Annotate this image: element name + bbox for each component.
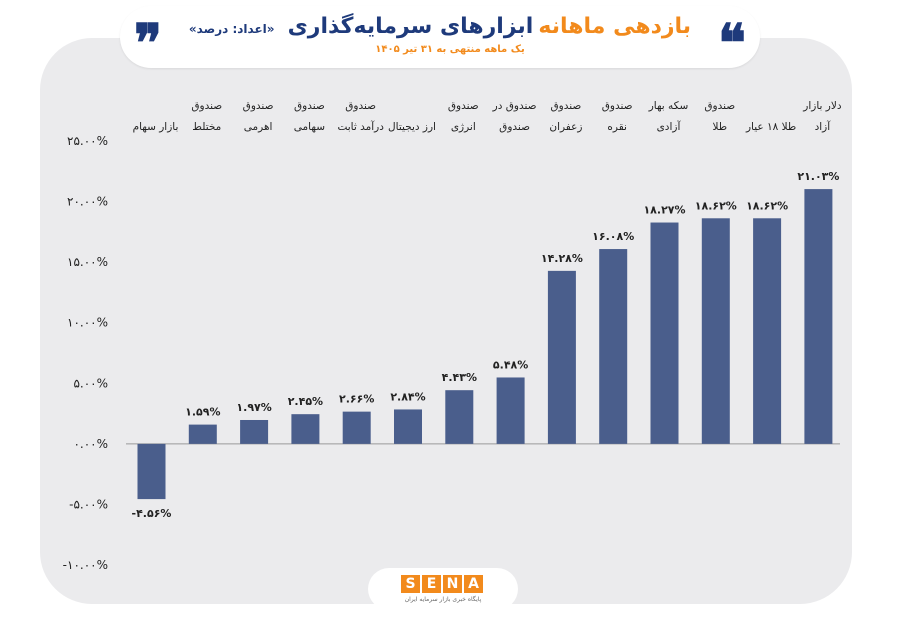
category-label: انرژی — [451, 121, 476, 133]
bar — [804, 189, 833, 444]
category-label: صندوق در — [492, 100, 537, 112]
logo-letter: A — [464, 575, 483, 593]
quote-open-icon: ❞ — [134, 13, 162, 74]
logo-tagline: پایگاه خبری بازار سرمایه ایران — [404, 596, 482, 603]
sena-logo: S E N A — [401, 575, 483, 593]
category-label: دلار بازار — [802, 100, 842, 112]
data-label: ۱۸.۶۲% — [695, 199, 737, 212]
category-label: مختلط — [192, 121, 221, 133]
data-label: ۱۸.۶۲% — [746, 199, 788, 212]
y-tick-label: ۰.۰۰% — [73, 437, 108, 451]
y-tick-label: ۱۵.۰۰% — [67, 255, 108, 269]
bar — [496, 377, 525, 444]
data-label: ۲.۴۵% — [288, 395, 323, 408]
category-label: صندوق — [704, 100, 735, 112]
category-label: نقره — [607, 121, 627, 133]
logo-letter: N — [443, 575, 462, 593]
y-tick-label: ۲۵.۰۰% — [67, 134, 108, 148]
category-label: صندوق — [550, 100, 581, 112]
data-label: ۱۶.۰۸% — [592, 230, 634, 243]
data-label: ۲.۶۶% — [339, 393, 374, 406]
chart-title: بازدهی ماهانه ابزارهای سرمایه‌گذاری «اعد… — [120, 14, 760, 39]
bar — [650, 222, 679, 444]
category-label: صندوق — [294, 100, 325, 112]
quote-close-icon: ❝ — [718, 13, 746, 74]
category-label: طلا ۱۸ عیار — [745, 121, 796, 133]
bar — [342, 411, 371, 444]
category-label: طلا — [712, 121, 727, 133]
bar — [547, 270, 576, 444]
y-tick-label: -۱۰.۰۰% — [63, 558, 108, 572]
bar — [394, 409, 422, 444]
category-label: صندوق — [602, 100, 633, 112]
y-tick-label: -۵.۰۰% — [69, 497, 108, 511]
data-label: ۱.۹۷% — [236, 401, 271, 414]
category-label: صندوق — [448, 100, 479, 112]
data-label: -۴.۵۶% — [132, 507, 172, 520]
y-tick-label: ۵.۰۰% — [73, 376, 108, 390]
bar — [240, 419, 269, 444]
bar — [753, 218, 782, 444]
logo-letter: E — [422, 575, 441, 593]
bar — [599, 249, 628, 444]
y-tick-label: ۲۰.۰۰% — [67, 195, 108, 209]
bar — [137, 443, 166, 500]
title-accent: بازدهی ماهانه — [538, 14, 692, 39]
category-label: صندوق — [191, 100, 222, 112]
bar — [701, 218, 730, 444]
bar — [291, 414, 320, 444]
category-label: اهرمی — [244, 121, 273, 133]
title-unit: «اعداد: درصد» — [188, 22, 275, 36]
category-label: آزادی — [657, 120, 682, 133]
data-label: ۱۸.۲۷% — [643, 204, 685, 217]
category-label: زعفران — [549, 121, 582, 133]
category-label: سهامی — [294, 121, 325, 133]
bar — [445, 390, 474, 444]
category-label: سکه بهار — [648, 100, 689, 112]
data-label: ۱۴.۲۸% — [541, 252, 583, 265]
title-banner: ❞ بازدهی ماهانه ابزارهای سرمایه‌گذاری «ا… — [120, 6, 760, 74]
chart-subtitle: یک ماهه منتهی به ۳۱ تیر ۱۴۰۵ — [375, 44, 525, 55]
bar — [188, 424, 217, 444]
data-label: ۵.۴۸% — [493, 358, 528, 371]
category-label: بازار سهام — [133, 121, 179, 133]
data-label: ۴.۴۳% — [442, 371, 477, 384]
title-main: ابزارهای سرمایه‌گذاری — [287, 14, 534, 39]
y-tick-label: ۱۰.۰۰% — [67, 316, 108, 330]
data-label: ۲۱.۰۳% — [797, 170, 839, 183]
logo-badge: S E N A پایگاه خبری بازار سرمایه ایران — [368, 568, 518, 610]
category-label: آزاد — [815, 120, 832, 133]
category-label: ارز دیجیتال — [388, 121, 436, 133]
logo-letter: S — [401, 575, 420, 593]
category-label: درآمد ثابت — [337, 120, 384, 133]
category-label: صندوق — [345, 100, 376, 112]
category-label: صندوق — [499, 121, 530, 133]
data-label: ۲.۸۴% — [390, 390, 425, 403]
data-label: ۱.۵۹% — [185, 406, 220, 419]
category-label: صندوق — [243, 100, 274, 112]
